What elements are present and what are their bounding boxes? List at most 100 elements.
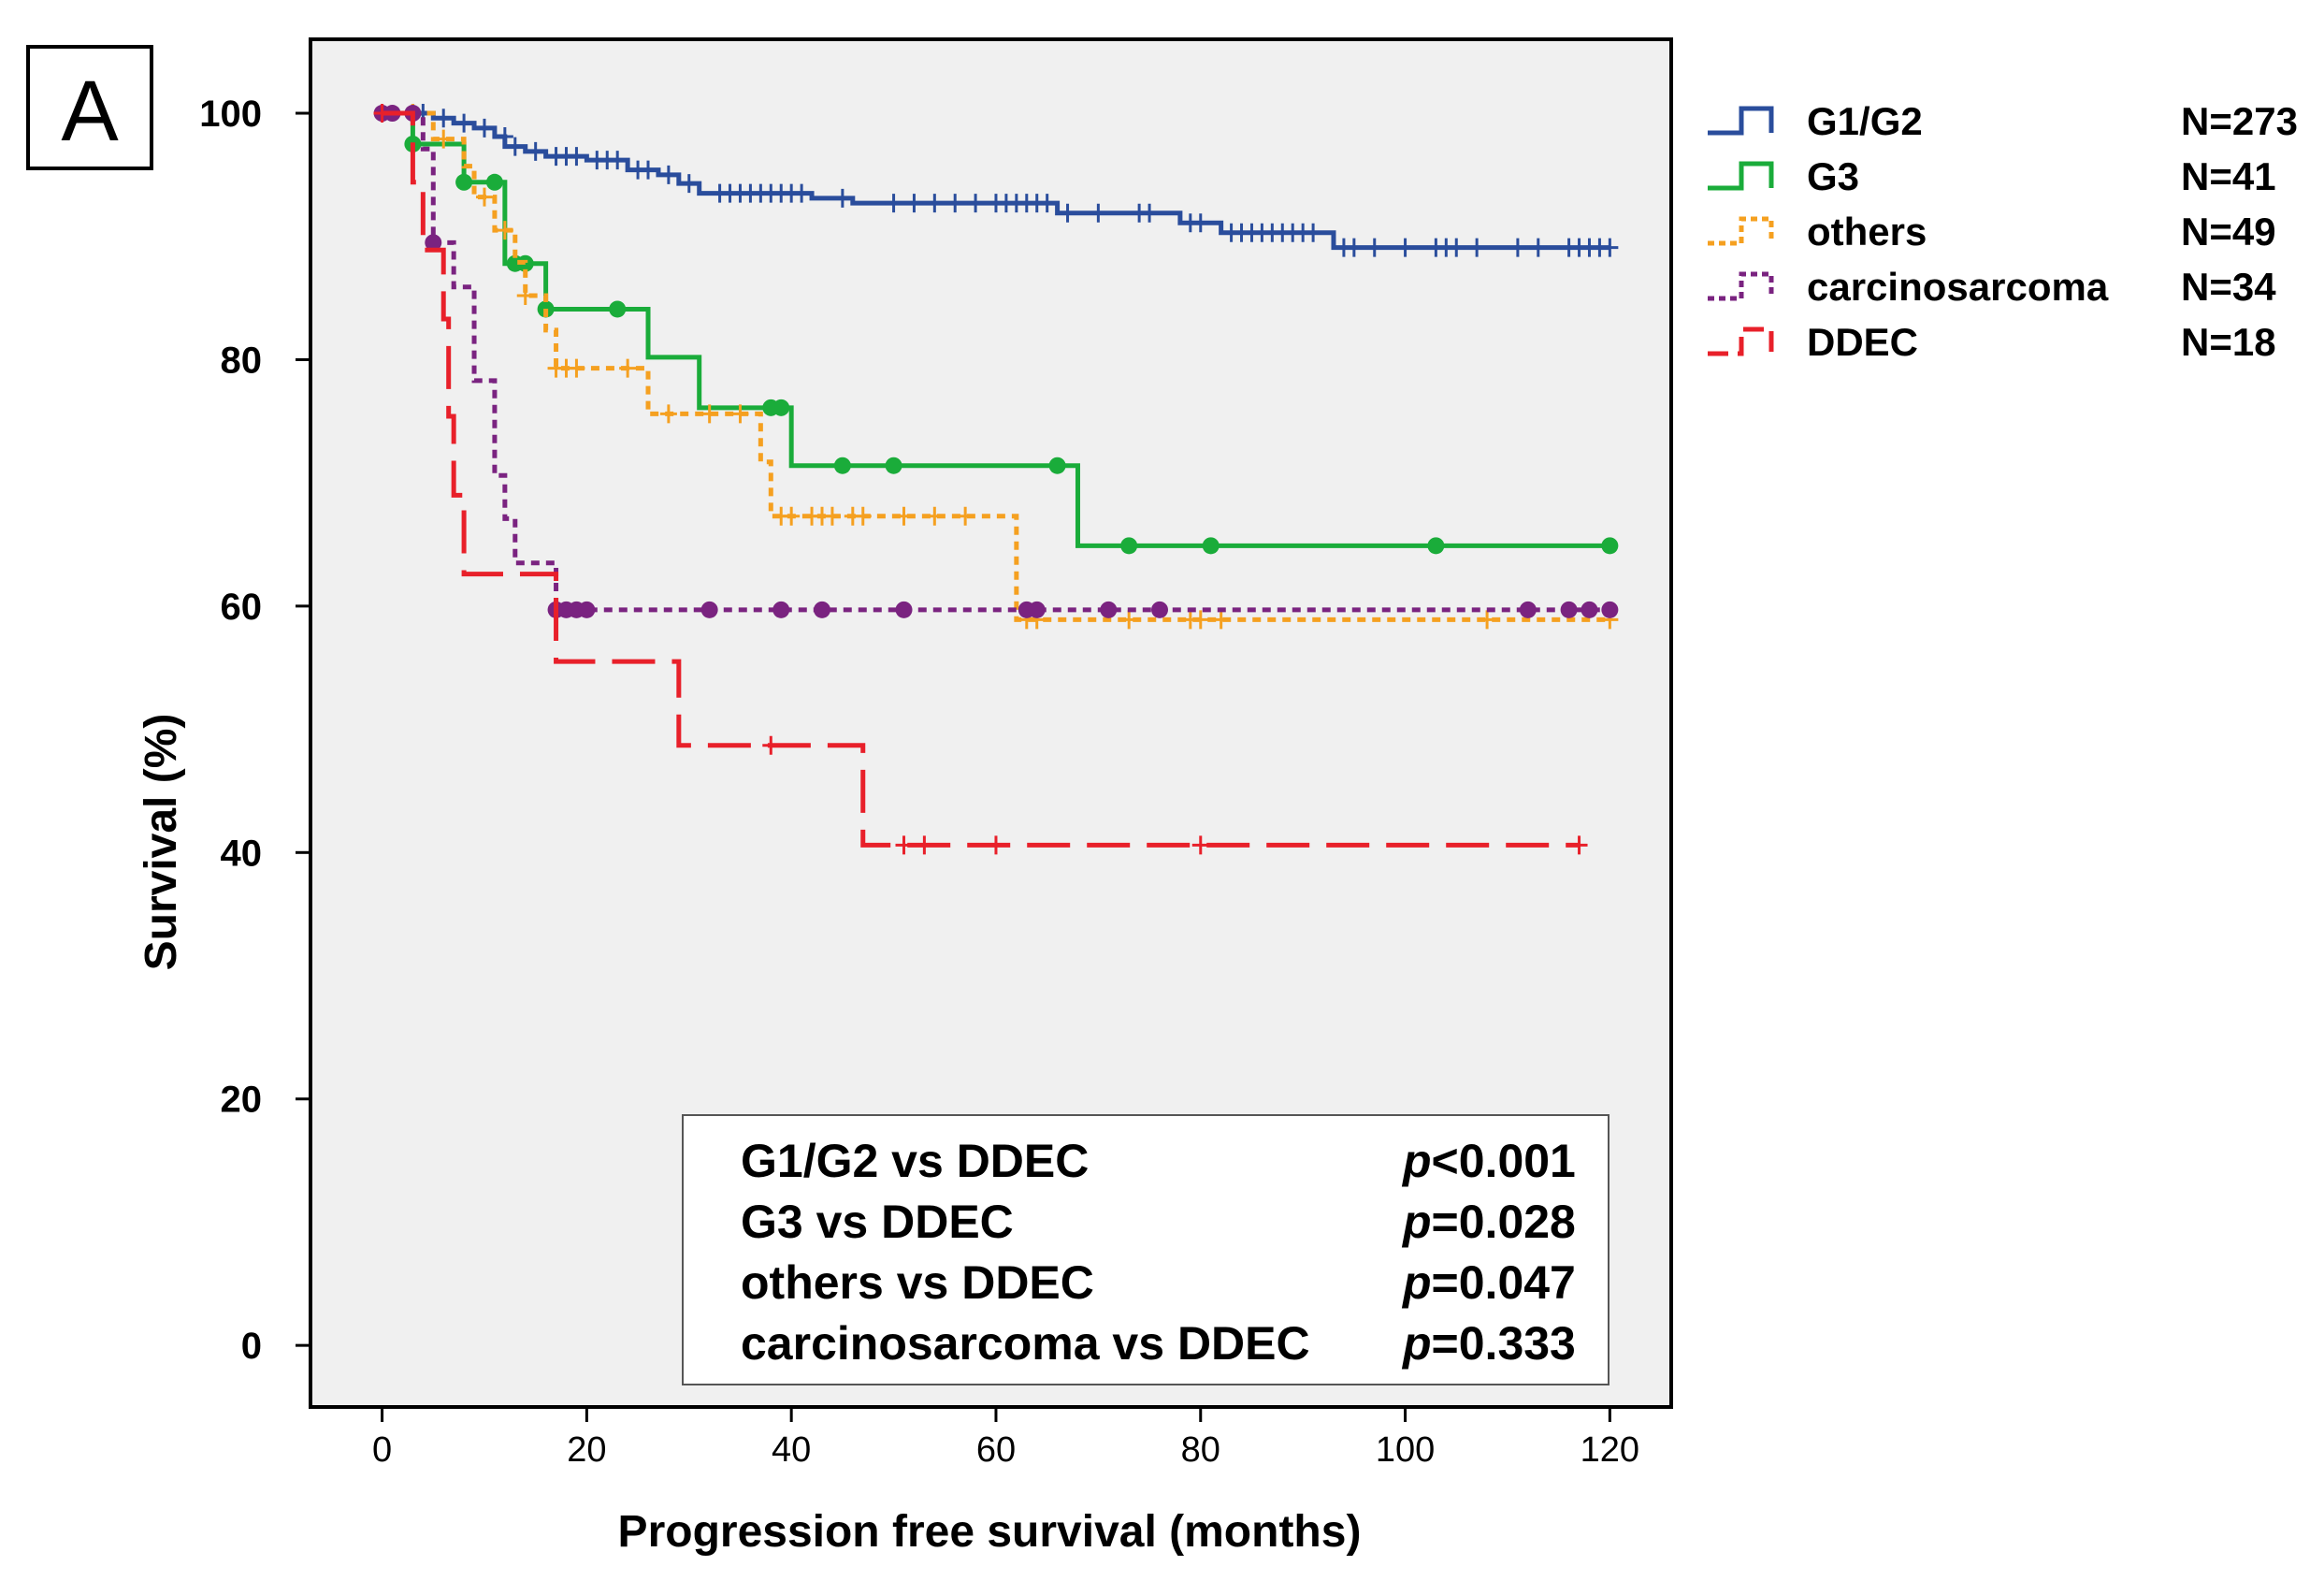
censor-mark bbox=[455, 113, 473, 133]
censor-mark bbox=[783, 506, 801, 526]
censor-mark bbox=[987, 835, 1004, 855]
x-tick-label: 80 bbox=[1181, 1430, 1220, 1470]
p-value: <0.001 bbox=[1432, 1135, 1576, 1187]
censor-mark bbox=[568, 358, 585, 378]
censor-mark bbox=[957, 506, 974, 526]
censor-mark bbox=[680, 174, 698, 194]
censor-mark bbox=[1345, 238, 1363, 257]
censor-mark bbox=[640, 160, 657, 180]
censor-mark bbox=[1601, 601, 1619, 618]
censor-mark bbox=[609, 151, 627, 170]
legend: G1/G2 N=273 G3 N=41 others N=49 carcinosarcoma… bbox=[1708, 99, 2298, 364]
x-axis-title: Progression free survival (months) bbox=[618, 1507, 1362, 1557]
stat-row: carcinosarcoma vs DDEC p=0.333 bbox=[741, 1317, 1576, 1370]
p-value: =0.047 bbox=[1432, 1256, 1576, 1309]
censor-mark bbox=[1427, 537, 1445, 555]
legend-symbol bbox=[1708, 106, 1774, 136]
censor-mark bbox=[1529, 238, 1547, 257]
censor-mark bbox=[916, 835, 933, 855]
x-tick-label: 120 bbox=[1581, 1430, 1639, 1470]
legend-item-others: others N=49 bbox=[1708, 210, 2276, 254]
series-line-carcinosarcoma bbox=[382, 110, 1610, 613]
censor-mark bbox=[772, 399, 790, 416]
censor-mark bbox=[1468, 238, 1486, 257]
censor-mark bbox=[854, 506, 872, 526]
x-tick-label: 0 bbox=[372, 1430, 392, 1470]
censor-mark bbox=[1141, 203, 1159, 223]
stat-comparison: others vs DDEC bbox=[741, 1256, 1094, 1309]
censor-mark bbox=[475, 187, 493, 207]
p-symbol: p bbox=[1401, 1196, 1432, 1248]
censor-mark bbox=[1191, 835, 1209, 855]
censor-mark bbox=[946, 194, 964, 213]
censor-mark bbox=[506, 137, 524, 156]
y-axis: 0 20 40 60 80 100 bbox=[199, 94, 310, 1367]
censor-mark bbox=[895, 506, 913, 526]
censor-mark bbox=[659, 165, 677, 184]
stats-box bbox=[682, 1114, 1609, 1385]
censor-mark bbox=[895, 835, 913, 855]
censor-mark bbox=[762, 735, 780, 755]
panel-label-box bbox=[26, 45, 153, 170]
legend-label: G1/G2 bbox=[1807, 99, 1923, 143]
x-tick-label: 40 bbox=[772, 1430, 811, 1470]
censor-mark bbox=[1479, 610, 1496, 630]
censor-mark bbox=[926, 194, 944, 213]
censor-mark bbox=[1212, 610, 1230, 630]
censor-mark bbox=[659, 404, 677, 424]
censor-mark bbox=[425, 234, 442, 252]
censor-mark bbox=[885, 194, 902, 213]
censor-mark bbox=[1365, 238, 1383, 257]
censor-mark bbox=[475, 118, 493, 138]
x-tick-label: 20 bbox=[567, 1430, 606, 1470]
y-axis-title: Survival (%) bbox=[137, 714, 186, 971]
p-value: =0.333 bbox=[1432, 1317, 1576, 1370]
censor-mark bbox=[435, 109, 453, 128]
censor-mark bbox=[1120, 537, 1138, 555]
censor-mark bbox=[568, 147, 585, 167]
legend-label: carcinosarcoma bbox=[1807, 265, 2109, 309]
censor-mark bbox=[823, 506, 841, 526]
censor-mark bbox=[496, 127, 513, 147]
censor-mark bbox=[967, 194, 985, 213]
y-tick-label: 0 bbox=[241, 1326, 262, 1367]
censor-mark bbox=[731, 404, 749, 424]
legend-count: N=273 bbox=[2181, 99, 2298, 143]
censor-mark bbox=[1090, 203, 1107, 223]
censor-mark bbox=[895, 601, 913, 618]
series-line-ddec bbox=[382, 110, 1580, 848]
censor-mark bbox=[527, 141, 544, 161]
y-tick-label: 100 bbox=[199, 94, 262, 135]
censor-mark bbox=[1570, 835, 1588, 855]
censor-mark bbox=[833, 457, 851, 474]
y-tick-label: 80 bbox=[221, 340, 263, 381]
p-symbol: p bbox=[1401, 1256, 1432, 1309]
censor-mark bbox=[1059, 203, 1076, 223]
legend-symbol bbox=[1708, 326, 1774, 356]
censor-mark bbox=[813, 601, 830, 618]
censor-mark bbox=[619, 358, 637, 378]
censor-mark bbox=[516, 285, 534, 305]
legend-item-g1-g2: G1/G2 N=273 bbox=[1708, 99, 2298, 143]
legend-count: N=49 bbox=[2181, 210, 2276, 254]
censor-mark bbox=[1519, 601, 1537, 618]
censor-mark bbox=[1100, 601, 1118, 618]
censor-mark bbox=[1448, 238, 1465, 257]
y-tick-label: 60 bbox=[221, 587, 263, 628]
stat-p-value: p=0.333 bbox=[1401, 1317, 1576, 1370]
legend-item-carcinosarcoma: carcinosarcoma N=34 bbox=[1708, 265, 2276, 309]
legend-count: N=18 bbox=[2181, 320, 2276, 364]
stat-p-value: p<0.001 bbox=[1401, 1135, 1576, 1187]
censor-mark bbox=[609, 300, 627, 318]
legend-symbol bbox=[1708, 216, 1774, 246]
censor-mark bbox=[1028, 601, 1046, 618]
series-layer bbox=[373, 104, 1619, 855]
legend-item-g3: G3 N=41 bbox=[1708, 154, 2276, 198]
p-symbol: p bbox=[1401, 1135, 1432, 1187]
series-ddec bbox=[373, 104, 1588, 855]
legend-count: N=34 bbox=[2181, 265, 2276, 309]
panel-label: A bbox=[61, 64, 119, 159]
legend-label: others bbox=[1807, 210, 1927, 254]
